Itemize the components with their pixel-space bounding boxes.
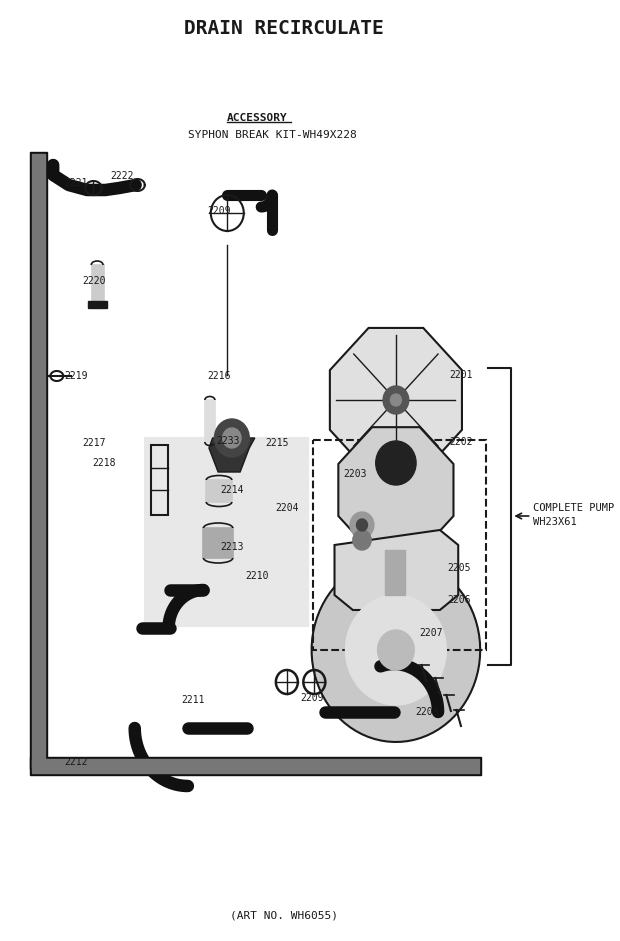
Text: 2210: 2210 xyxy=(246,571,269,581)
Text: 2218: 2218 xyxy=(92,458,116,468)
Text: 2209: 2209 xyxy=(207,206,231,216)
Text: (ART NO. WH6055): (ART NO. WH6055) xyxy=(230,910,338,920)
Circle shape xyxy=(215,419,249,457)
Text: 2214: 2214 xyxy=(220,485,244,495)
Text: 2209: 2209 xyxy=(301,693,324,703)
Bar xyxy=(32,759,479,773)
Polygon shape xyxy=(209,438,255,472)
Polygon shape xyxy=(330,327,462,472)
Bar xyxy=(88,301,107,308)
Text: WH23X61: WH23X61 xyxy=(533,517,577,527)
Text: 2216: 2216 xyxy=(207,371,231,381)
Text: 2206: 2206 xyxy=(447,595,471,605)
Bar xyxy=(30,152,46,769)
Text: 2205: 2205 xyxy=(447,563,471,573)
Text: 2221: 2221 xyxy=(64,178,87,188)
Bar xyxy=(203,528,232,558)
Bar xyxy=(145,438,308,626)
Polygon shape xyxy=(335,530,458,610)
Text: 2215: 2215 xyxy=(266,438,290,448)
Text: 2217: 2217 xyxy=(82,438,106,448)
Text: COMPLETE PUMP: COMPLETE PUMP xyxy=(533,503,614,513)
Text: 2212: 2212 xyxy=(64,757,87,767)
Text: ACCESSORY: ACCESSORY xyxy=(228,113,288,123)
Text: 2211: 2211 xyxy=(182,695,205,705)
Circle shape xyxy=(223,428,241,448)
Text: SYPHON BREAK KIT-WH49X228: SYPHON BREAK KIT-WH49X228 xyxy=(188,130,356,140)
Bar xyxy=(32,154,45,767)
Text: 2207: 2207 xyxy=(420,628,443,638)
Text: 2204: 2204 xyxy=(275,503,298,513)
Text: 2213: 2213 xyxy=(220,542,244,552)
Text: 2222: 2222 xyxy=(110,171,133,181)
Bar xyxy=(385,550,405,595)
Circle shape xyxy=(391,394,401,406)
Text: 2220: 2220 xyxy=(82,276,106,286)
Text: 2201: 2201 xyxy=(449,370,472,380)
Circle shape xyxy=(350,512,374,538)
Circle shape xyxy=(378,630,414,670)
Text: DRAIN RECIRCULATE: DRAIN RECIRCULATE xyxy=(184,19,384,38)
Bar xyxy=(206,480,232,502)
Text: 2203: 2203 xyxy=(343,469,367,479)
Bar xyxy=(92,265,104,303)
Polygon shape xyxy=(339,427,453,552)
Bar xyxy=(151,445,168,515)
Bar xyxy=(205,400,215,442)
Text: 2233: 2233 xyxy=(216,436,240,446)
Polygon shape xyxy=(312,558,480,742)
Circle shape xyxy=(353,530,371,550)
Text: 2208: 2208 xyxy=(415,707,439,717)
Circle shape xyxy=(376,441,416,485)
Circle shape xyxy=(356,519,368,531)
Text: 2219: 2219 xyxy=(64,371,87,381)
Bar xyxy=(314,440,485,650)
Text: 2202: 2202 xyxy=(449,437,472,447)
Circle shape xyxy=(383,386,409,414)
Circle shape xyxy=(345,595,446,705)
Bar xyxy=(30,757,481,775)
